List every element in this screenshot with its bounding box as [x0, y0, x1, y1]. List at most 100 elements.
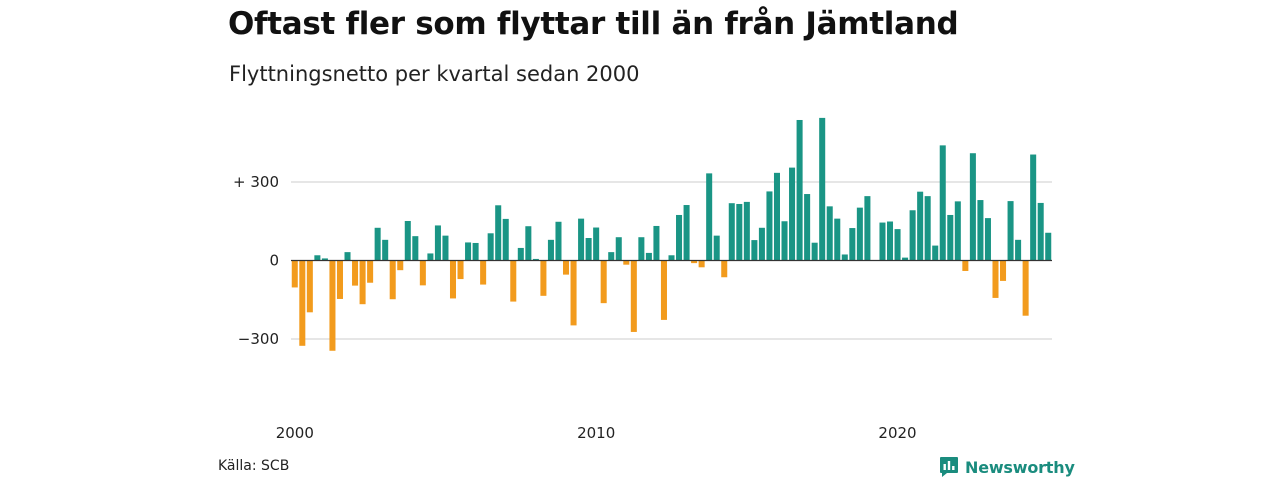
- bar-2018K4: [856, 207, 863, 261]
- bar-2003K1: [382, 239, 389, 261]
- bar-2022K3: [969, 153, 976, 261]
- brand-name: Newsworthy: [965, 457, 1075, 477]
- bar-2013K3: [698, 260, 705, 268]
- bar-2006K1: [472, 242, 479, 261]
- bar-2023K4: [1007, 201, 1014, 261]
- bar-2022K2: [962, 260, 969, 271]
- bar-2020K3: [909, 210, 916, 261]
- bar-2004K4: [434, 225, 441, 261]
- bar-2024K3: [1030, 154, 1037, 261]
- bar-2006K2: [480, 260, 487, 285]
- bar-2022K4: [977, 200, 984, 261]
- bar-2010K2: [600, 260, 607, 304]
- bar-2009K3: [578, 218, 585, 261]
- bar-2012K4: [676, 214, 683, 261]
- bar-2015K2: [751, 240, 758, 261]
- bar-2000K1: [291, 260, 298, 288]
- bar-2008K2: [540, 260, 547, 296]
- bar-2023K1: [984, 218, 991, 261]
- bar-2000K3: [306, 260, 313, 313]
- bar-2024K4: [1037, 202, 1044, 261]
- bar-2007K1: [502, 218, 509, 261]
- bar-2023K2: [992, 260, 999, 298]
- grid-lines: [291, 181, 1052, 340]
- bar-2007K4: [525, 226, 532, 261]
- bar-2011K2: [630, 260, 637, 332]
- bar-2016K3: [789, 167, 796, 261]
- bar-2009K1: [563, 260, 570, 275]
- bar-2010K3: [608, 252, 615, 261]
- bar-2021K3: [939, 145, 946, 261]
- bar-2019K3: [879, 222, 886, 261]
- bar-2003K2: [389, 260, 396, 300]
- bar-2015K3: [758, 227, 765, 261]
- source-note: Källa: SCB: [218, 458, 290, 474]
- bar-2001K4: [344, 252, 351, 261]
- y-axis-ticks: + 300 0 −300: [233, 173, 279, 348]
- bar-2004K1: [412, 236, 419, 261]
- bar-2000K2: [299, 260, 306, 346]
- bar-2005K3: [457, 260, 464, 280]
- bar-2017K1: [804, 194, 811, 261]
- bar-2001K1: [321, 258, 328, 261]
- bar-2010K1: [593, 227, 600, 261]
- bar-2014K1: [713, 235, 720, 261]
- bar-2024K2: [1022, 260, 1029, 316]
- x-axis-ticks: 2000 2010 2020: [276, 424, 917, 442]
- bar-2004K3: [427, 253, 434, 261]
- bar-2012K3: [668, 255, 675, 261]
- newsworthy-logo-icon: [940, 457, 958, 477]
- bar-2001K2: [329, 260, 336, 351]
- bar-2019K4: [886, 221, 894, 261]
- bar-2016K1: [773, 172, 780, 261]
- chart-subtitle: Flyttningsnetto per kvartal sedan 2000: [229, 62, 640, 86]
- bar-2015K4: [766, 191, 773, 261]
- bar-2008K4: [555, 221, 562, 261]
- bar-2015K1: [743, 201, 750, 261]
- bar-2020K4: [917, 191, 924, 261]
- bar-2021K1: [924, 196, 931, 261]
- bar-2016K2: [781, 221, 788, 261]
- bar-2002K4: [374, 227, 381, 261]
- bar-2008K3: [547, 239, 554, 261]
- bar-2014K3: [728, 203, 735, 261]
- bar-2022K1: [954, 201, 961, 261]
- bar-2020K1: [894, 229, 901, 261]
- bar-2014K4: [736, 203, 743, 261]
- bar-2017K3: [819, 117, 826, 261]
- bar-2013K1: [683, 205, 690, 261]
- bar-2021K4: [947, 214, 954, 261]
- bar-2012K1: [653, 225, 660, 261]
- bar-2018K2: [841, 254, 848, 261]
- bar-2013K4: [706, 173, 713, 261]
- bar-2019K1: [864, 196, 871, 261]
- bar-2005K4: [465, 242, 472, 261]
- x-tick-label: 2020: [878, 424, 916, 442]
- bar-2023K3: [1000, 260, 1007, 281]
- bar-2010K4: [615, 237, 622, 261]
- bar-chart: + 300 0 −300 2000 2010 2020: [233, 117, 1052, 442]
- bar-2003K4: [404, 220, 411, 261]
- bar-2009K4: [585, 238, 592, 261]
- bar-2021K2: [932, 245, 939, 261]
- bar-2002K1: [352, 260, 359, 286]
- newsworthy-logo[interactable]: Newsworthy: [939, 456, 1075, 478]
- bar-2018K3: [849, 228, 856, 261]
- bar-2018K1: [834, 218, 841, 261]
- bars: [291, 117, 1052, 351]
- x-tick-label: 2000: [276, 424, 314, 442]
- bar-2002K2: [359, 260, 366, 305]
- bar-2011K4: [645, 252, 652, 261]
- bar-2002K3: [367, 260, 374, 283]
- bar-2007K3: [517, 247, 524, 261]
- bar-2011K1: [623, 260, 630, 265]
- bar-2007K2: [510, 260, 517, 302]
- y-tick-label: + 300: [233, 173, 279, 191]
- chart-title: Oftast fler som flyttar till än från Jäm…: [228, 6, 959, 42]
- bar-2017K2: [811, 242, 818, 261]
- bar-2011K3: [638, 237, 645, 261]
- bar-2025K1: [1045, 232, 1052, 261]
- y-tick-label: 0: [269, 252, 279, 270]
- y-tick-label: −300: [238, 330, 279, 348]
- bar-2000K4: [314, 255, 321, 261]
